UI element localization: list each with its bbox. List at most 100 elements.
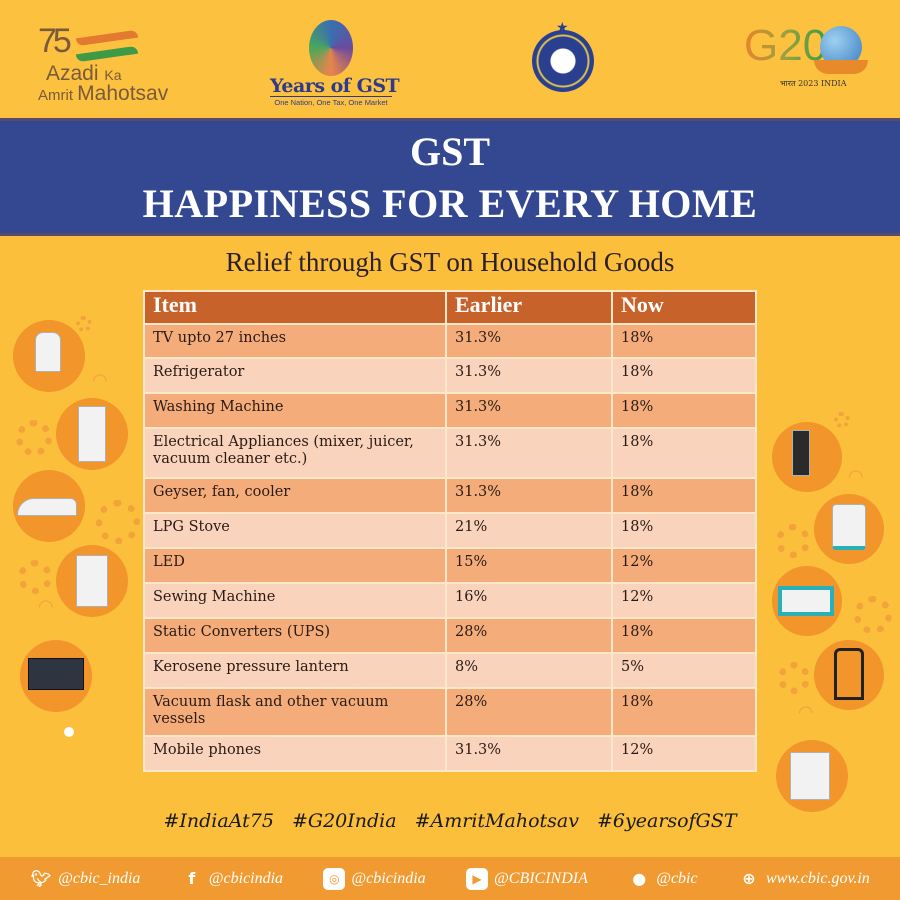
hashtag-6-years-of-gst[interactable]: #6yearsofGST (597, 810, 737, 832)
website-link[interactable]: ⊕ www.cbic.gov.in (738, 868, 870, 890)
now-rate-cell: 18% (611, 323, 757, 359)
earlier-rate-cell: 31.3% (445, 357, 613, 394)
now-rate-cell: 12% (611, 735, 757, 772)
item-cell: LED (143, 547, 447, 584)
gst-rates-table: Item Earlier Now TV upto 27 inches 31.3% 1… (143, 290, 757, 772)
table-row: LPG Stove 21% 18% (143, 512, 757, 549)
mahotsav-text: Mahotsav (77, 82, 169, 105)
gst-tagline: One Nation, One Tax, One Market (270, 96, 392, 107)
iron-icon (17, 498, 77, 516)
azadi-text: Azadi (46, 62, 99, 85)
left-appliance-column: ◠ ◠ (0, 290, 145, 750)
twitter-link[interactable]: 🐦︎ @cbic_india (30, 868, 140, 890)
logo-bar: 75 Azadi Ka Amrit Mahotsav Years of GST … (0, 0, 900, 118)
wifi-icon: ◠ (848, 466, 864, 487)
hashtag-g20-india[interactable]: #G20India (291, 810, 397, 832)
instagram-handle: @cbicindia (351, 869, 426, 887)
timeline-dot (64, 727, 74, 737)
banner-title-gst: GST (409, 129, 491, 174)
column-header-earlier: Earlier (445, 290, 613, 325)
item-cell: Kerosene pressure lantern (143, 652, 447, 689)
table-row: Mobile phones 31.3% 12% (143, 735, 757, 772)
sewing-machine-circle (772, 566, 842, 636)
table-row: Electrical Appliances (mixer, juicer, va… (143, 427, 757, 479)
social-footer: 🐦︎ @cbic_india f @cbicindia ◎ @cbicindia ▶ @… (0, 857, 900, 900)
kettle-icon (35, 332, 61, 372)
youtube-link[interactable]: ▶ @CBICINDIA (466, 867, 588, 890)
gear-icon (18, 560, 52, 594)
item-cell: Vacuum flask and other vacuum vessels (143, 687, 447, 737)
website-url: www.cbic.gov.in (765, 869, 870, 887)
twitter-handle: @cbic_india (58, 869, 141, 887)
hashtags: #IndiaAt75 #G20India #AmritMahotsav #6ye… (0, 810, 900, 832)
facebook-link[interactable]: f @cbicindia (181, 868, 283, 890)
six-emblem-icon (309, 20, 353, 76)
refrigerator-circle (56, 398, 128, 470)
now-rate-cell: 18% (611, 357, 757, 394)
hashtag-india-at-75[interactable]: #IndiaAt75 (163, 810, 274, 832)
facebook-icon: f (188, 869, 196, 888)
earlier-rate-cell: 31.3% (445, 427, 613, 479)
cordless-phone-icon (792, 430, 810, 476)
tv-icon (28, 658, 84, 690)
instagram-link[interactable]: ◎ @cbicindia (323, 867, 426, 890)
item-cell: Mobile phones (143, 735, 447, 772)
youtube-handle: @CBICINDIA (494, 869, 588, 887)
hashtag-amrit-mahotsav[interactable]: #AmritMahotsav (414, 810, 579, 832)
azadi-ka-amrit-mahotsav-logo: 75 Azadi Ka Amrit Mahotsav (38, 22, 178, 105)
earlier-rate-cell: 28% (445, 687, 613, 737)
gear-icon (776, 524, 810, 558)
subtitle: Relief through GST on Household Goods (225, 247, 675, 277)
earlier-rate-cell: 28% (445, 617, 613, 654)
now-rate-cell: 18% (611, 512, 757, 549)
star-icon: ★ (556, 20, 569, 36)
cbic-emblem-logo: ★ (532, 20, 596, 98)
table-row: TV upto 27 inches 31.3% 18% (143, 323, 757, 359)
item-cell: Refrigerator (143, 357, 447, 394)
item-cell: Static Converters (UPS) (143, 617, 447, 654)
table-row: Static Converters (UPS) 28% 18% (143, 617, 757, 654)
table-row: Refrigerator 31.3% 18% (143, 357, 757, 394)
tv-circle (20, 640, 92, 712)
years-of-gst-text: Years of GST (270, 75, 400, 97)
item-cell: Geyser, fan, cooler (143, 477, 447, 514)
table-row: Kerosene pressure lantern 8% 5% (143, 652, 757, 689)
gear-icon (96, 500, 140, 544)
item-cell: TV upto 27 inches (143, 323, 447, 359)
table-row: Geyser, fan, cooler 31.3% 18% (143, 477, 757, 514)
table-row: Vacuum flask and other vacuum vessels 28%… (143, 687, 757, 737)
water-heater-icon (832, 504, 866, 550)
juicer-icon (790, 752, 830, 800)
right-appliance-column: ◠ ◠ (760, 400, 900, 820)
g20-logo: G20 भारत 2023 INDIA (744, 24, 870, 94)
earlier-rate-cell: 15% (445, 547, 613, 584)
vacuum-cleaner-circle (814, 640, 884, 710)
flag-icon (76, 29, 138, 63)
refrigerator-icon (78, 406, 106, 462)
g20-text: G20 (744, 21, 828, 70)
koo-link[interactable]: ● @cbic (628, 868, 697, 890)
item-cell: LPG Stove (143, 512, 447, 549)
kettle-circle (13, 320, 85, 392)
earlier-rate-cell: 8% (445, 652, 613, 689)
gear-icon (16, 420, 52, 456)
column-header-now: Now (611, 290, 757, 325)
gear-icon (76, 316, 92, 332)
youtube-icon: ▶ (466, 867, 489, 890)
now-rate-cell: 18% (611, 687, 757, 737)
item-cell: Electrical Appliances (mixer, juicer, va… (143, 427, 447, 479)
facebook-handle: @cbicindia (208, 869, 284, 887)
earlier-rate-cell: 31.3% (445, 323, 613, 359)
title-banner: GST HAPPINESS FOR EVERY HOME (0, 118, 900, 236)
gear-icon (854, 596, 892, 634)
water-heater-circle (814, 494, 884, 564)
juicer-circle (776, 740, 848, 812)
instagram-icon: ◎ (323, 867, 346, 890)
wifi-icon: ◠ (92, 370, 108, 391)
iron-circle (13, 470, 85, 542)
now-rate-cell: 5% (611, 652, 757, 689)
gear-icon (834, 412, 850, 428)
now-rate-cell: 18% (611, 477, 757, 514)
now-rate-cell: 12% (611, 582, 757, 619)
banner-title-happiness: HAPPINESS FOR EVERY HOME (142, 181, 758, 226)
